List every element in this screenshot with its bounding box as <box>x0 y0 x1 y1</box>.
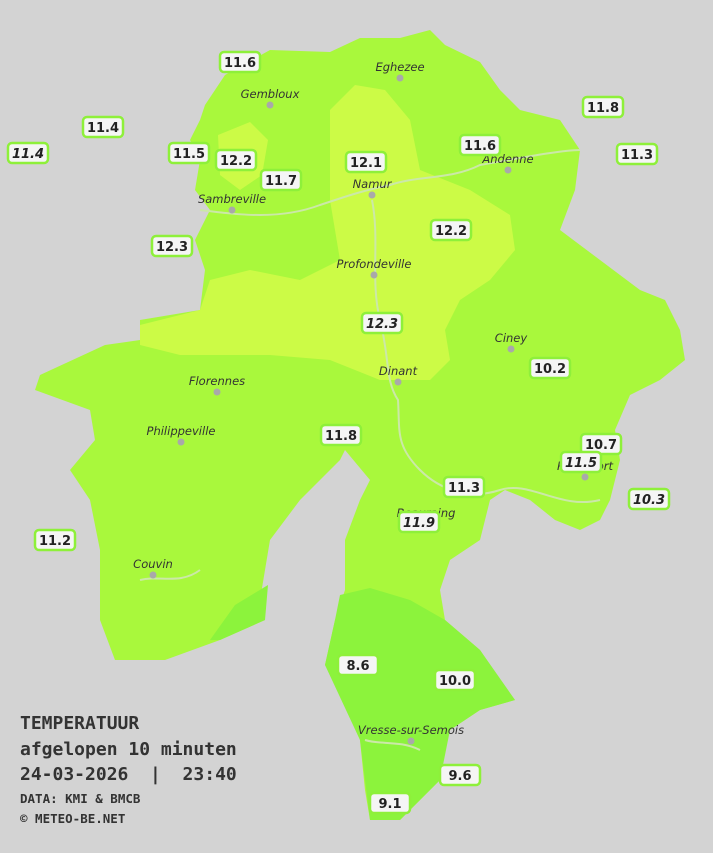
city-dot <box>581 473 589 481</box>
station-box <box>627 487 671 511</box>
station-box <box>150 234 194 258</box>
title-heading: TEMPERATUUR <box>20 713 139 734</box>
station-box <box>442 475 486 499</box>
station-temp: 11.7 <box>265 174 297 189</box>
station-temp: 10.3 <box>633 493 665 508</box>
city-dot <box>370 271 378 279</box>
river <box>139 149 601 751</box>
station-box <box>429 218 473 242</box>
station-temp: 11.8 <box>587 101 619 116</box>
station-box <box>344 150 388 174</box>
city-label: Eghezee <box>375 60 424 74</box>
title-credit: © METEO-BE.NET <box>20 811 125 826</box>
city-dot <box>396 74 404 82</box>
station-box <box>81 115 125 139</box>
city-dot <box>394 378 402 386</box>
station-temp: 10.7 <box>585 438 617 453</box>
city-label: Namur <box>353 177 393 191</box>
title-source: DATA: KMI & BMCB <box>20 791 141 806</box>
city-dot <box>504 166 512 174</box>
city-label: Profondeville <box>337 257 412 271</box>
station-box <box>259 168 303 192</box>
station-temp: 12.3 <box>156 240 188 255</box>
station-temp: 11.8 <box>325 429 357 444</box>
station-temp: 11.4 <box>12 147 44 162</box>
city-dot <box>228 206 236 214</box>
station-box <box>559 450 603 474</box>
station-temp: 9.6 <box>448 769 471 784</box>
city-dot <box>407 737 415 745</box>
city-label: Ciney <box>495 331 528 345</box>
station-box <box>528 356 572 380</box>
city-dot <box>266 101 274 109</box>
city-label: Sambreville <box>198 192 266 206</box>
warm-zone <box>140 85 515 380</box>
station-temp: 11.6 <box>224 56 256 71</box>
city-dot <box>368 191 376 199</box>
station-box <box>397 510 441 534</box>
station-temp: 12.3 <box>366 317 398 332</box>
station-temp: 8.6 <box>346 659 369 674</box>
city-label: Couvin <box>133 557 173 571</box>
title-period: afgelopen 10 minuten <box>20 739 237 760</box>
station-temp: 9.1 <box>378 797 401 812</box>
city-label: Philippeville <box>147 424 216 438</box>
station-box <box>6 141 50 165</box>
station-temp: 12.1 <box>350 156 382 171</box>
city-label: Vresse-sur-Semois <box>358 723 464 737</box>
station-box <box>33 528 77 552</box>
city-dot <box>213 388 221 396</box>
city-dot <box>177 438 185 446</box>
station-box <box>368 791 412 815</box>
station-box <box>218 50 262 74</box>
station-box <box>438 763 482 787</box>
city-label: Dinant <box>379 364 418 378</box>
station-temp: 11.5 <box>565 456 597 471</box>
station-box <box>167 141 211 165</box>
title-datetime: 24-03-2026 | 23:40 <box>20 764 237 785</box>
station-temp: 11.3 <box>448 481 480 496</box>
station-temp: 11.9 <box>403 516 435 531</box>
station-box <box>581 95 625 119</box>
city-dot <box>507 345 515 353</box>
station-temp: 12.2 <box>220 154 252 169</box>
station-temp: 10.2 <box>534 362 566 377</box>
station-box <box>458 133 502 157</box>
station-box <box>214 148 258 172</box>
station-temp: 11.5 <box>173 147 205 162</box>
station-box <box>615 142 659 166</box>
station-box <box>360 311 404 335</box>
station-temp: 11.3 <box>621 148 653 163</box>
station-temp: 12.2 <box>435 224 467 239</box>
city-label: Gembloux <box>241 87 300 101</box>
cool-zone <box>325 588 515 820</box>
station-temp: 11.4 <box>87 121 119 136</box>
station-box <box>319 423 363 447</box>
city-dot <box>149 571 157 579</box>
station-temp: 11.2 <box>39 534 71 549</box>
station-temp: 11.6 <box>464 139 496 154</box>
station-temp: 10.0 <box>439 674 471 689</box>
city-label: Florennes <box>189 374 245 388</box>
station-box <box>336 653 380 677</box>
station-box <box>433 668 477 692</box>
cool-zone <box>210 585 268 640</box>
